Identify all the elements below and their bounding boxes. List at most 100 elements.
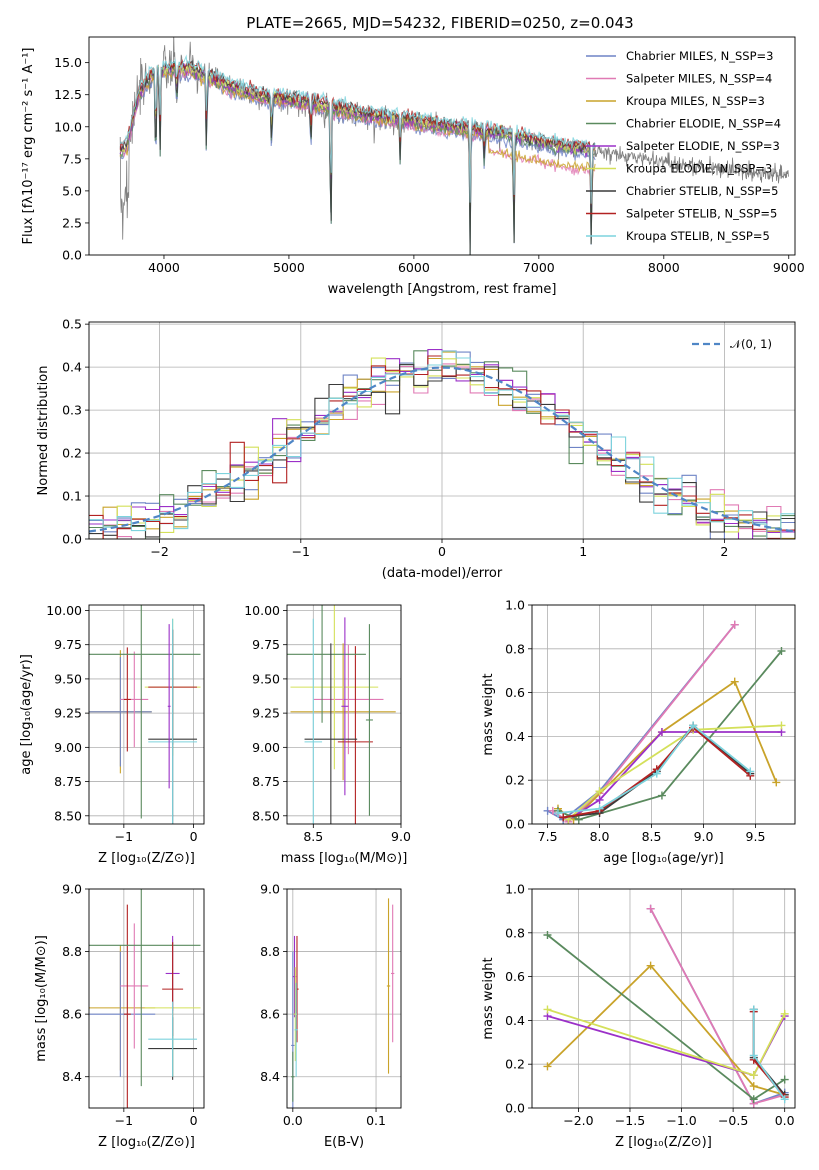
age-vs-mass-panel: 8.5 9.0 8.50 8.75 9.00 9.25 9.50 9.75 10.00 mass … <box>244 603 411 866</box>
mass-weight-marker <box>543 930 552 939</box>
y-tick-label: 5.0 <box>62 183 82 198</box>
mass-weight-marker <box>777 646 786 655</box>
mass-weight-line <box>557 650 783 821</box>
x-axis-label: (data-model)/error <box>382 566 503 581</box>
x-tick-label: 4000 <box>148 260 180 275</box>
weight-vs-age-panel: 7.5 8.0 8.5 9.0 9.5 0.0 0.2 0.4 0.6 0.8 1.0 age [lo… <box>481 598 796 866</box>
y-tick-label: 9.50 <box>252 671 280 686</box>
legend-entry: Salpeter MILES, N_SSP=4 <box>626 72 772 86</box>
x-tick-label: 9.5 <box>746 829 766 844</box>
mass-weight-marker <box>749 1095 758 1104</box>
y-tick-label: 8.6 <box>260 1007 280 1022</box>
y-tick-label: 10.00 <box>244 603 280 618</box>
axes-frame <box>88 321 796 540</box>
y-tick-label: 0.0 <box>62 532 82 547</box>
y-tick-label: 0.0 <box>505 817 525 832</box>
mass-vs-extinction-panel: 0.0 0.1 8.4 8.6 8.8 9.0 E(B-V) <box>260 882 402 1150</box>
y-tick-label: 0.4 <box>505 729 525 744</box>
x-tick-label: −2.0 <box>563 1113 593 1128</box>
y-axis-label: Flux [fλ10⁻¹⁷ erg cm⁻² s⁻¹ A⁻¹] <box>21 48 36 245</box>
x-axis-label: age [log₁₀(age/yr)] <box>603 851 724 866</box>
y-tick-label: 8.6 <box>62 1007 82 1022</box>
mass-weight-marker <box>657 728 666 737</box>
y-tick-label: 9.50 <box>54 671 82 686</box>
x-tick-label: −1 <box>115 829 133 844</box>
mass-weight-marker <box>749 1005 758 1014</box>
x-tick-label: 9.0 <box>694 829 714 844</box>
legend-entry: 𝒩(0, 1) <box>730 337 772 351</box>
plot-area <box>287 605 396 824</box>
x-tick-label: 8.0 <box>590 829 610 844</box>
legend-entry: Chabrier ELODIE, N_SSP=4 <box>626 117 781 131</box>
spectrum-legend: Chabrier MILES, N_SSP=3 Salpeter MILES, N… <box>586 49 781 243</box>
x-tick-label: −1.5 <box>615 1113 645 1128</box>
mass-weight-marker <box>652 769 661 778</box>
legend-entry: Salpeter STELIB, N_SSP=5 <box>626 207 777 221</box>
mass-weight-marker <box>772 778 781 787</box>
x-tick-label: 0 <box>438 544 446 559</box>
mass-weight-marker <box>574 815 583 824</box>
y-tick-label: 0.4 <box>62 360 82 375</box>
weight-vs-metallicity-panel: −2.0 −1.5 −1.0 −0.5 0.0 0.0 0.2 0.4 0.6 0.8 1.0 Z [… <box>481 882 796 1150</box>
y-tick-label: 0.8 <box>505 925 525 940</box>
y-axis-label: mass weight <box>481 957 496 1039</box>
mass-weight-marker <box>749 1051 758 1060</box>
y-tick-label: 0.2 <box>505 773 525 788</box>
y-tick-label: 9.25 <box>54 706 82 721</box>
y-tick-label: 8.50 <box>54 808 82 823</box>
y-tick-label: 0.8 <box>505 641 525 656</box>
figure-title: PLATE=2665, MJD=54232, FIBERID=0250, z=0… <box>246 14 633 32</box>
mass-weight-line <box>552 624 736 823</box>
mass-weight-marker <box>657 791 666 800</box>
x-axis-label: Z [log₁₀(Z/Z⊙)] <box>98 1135 195 1150</box>
x-tick-label: 7.5 <box>538 829 558 844</box>
mass-weight-line <box>567 724 782 821</box>
y-tick-label: 0.6 <box>505 969 525 984</box>
mass-weight-marker <box>646 904 655 913</box>
axes-frame <box>531 888 796 1109</box>
plot-area <box>543 620 786 824</box>
x-tick-label: 0 <box>190 829 198 844</box>
y-tick-label: 9.00 <box>54 740 82 755</box>
mass-weight-marker <box>689 721 698 730</box>
axes-frame <box>286 888 402 1109</box>
y-tick-label: 0.3 <box>62 403 82 418</box>
y-axis-label: age [log₁₀(age/yr)] <box>19 654 34 775</box>
y-tick-label: 12.5 <box>54 87 82 102</box>
x-axis-label: Z [log₁₀(Z/Z⊙)] <box>615 1135 712 1150</box>
x-tick-label: 6000 <box>398 260 430 275</box>
legend-entry: Kroupa ELODIE, N_SSP=3 <box>626 162 772 176</box>
y-tick-label: 0.2 <box>505 1057 525 1072</box>
x-tick-label: 1 <box>579 544 587 559</box>
y-tick-label: 9.0 <box>62 882 82 897</box>
y-tick-label: 10.00 <box>46 603 82 618</box>
model-spectrum <box>119 59 596 205</box>
mass-weight-marker <box>646 961 655 970</box>
y-tick-label: 0.0 <box>62 248 82 263</box>
legend-entry: Chabrier STELIB, N_SSP=5 <box>626 184 778 198</box>
legend-entry: Salpeter ELODIE, N_SSP=3 <box>626 139 780 153</box>
y-tick-label: 8.75 <box>54 774 82 789</box>
mass-weight-marker <box>595 795 604 804</box>
y-tick-label: 8.8 <box>62 944 82 959</box>
x-axis-label: mass [log₁₀(M/M⊙)] <box>281 851 408 866</box>
model-spectrum <box>119 54 596 204</box>
y-tick-label: 9.0 <box>260 882 280 897</box>
y-tick-label: 2.5 <box>62 215 82 230</box>
y-tick-label: 8.8 <box>260 944 280 959</box>
plot-area <box>119 37 789 255</box>
y-tick-label: 1.0 <box>505 882 525 897</box>
x-axis-label: Z [log₁₀(Z/Z⊙)] <box>98 851 195 866</box>
axes-frame <box>88 604 205 825</box>
y-tick-label: 0.1 <box>62 489 82 504</box>
x-axis-label: wavelength [Angstrom, rest frame] <box>328 282 557 297</box>
x-tick-label: −2 <box>150 544 168 559</box>
y-tick-label: 0.2 <box>62 446 82 461</box>
mass-vs-metallicity-panel: −1 0 8.4 8.6 8.8 9.0 Z [log₁₀(Z/Z⊙)] mass [log₁… <box>34 882 205 1150</box>
y-axis-label: mass [log₁₀(M/M⊙)] <box>34 935 49 1062</box>
plot-area <box>89 605 201 824</box>
y-tick-label: 8.50 <box>252 808 280 823</box>
mass-weight-marker <box>746 767 755 776</box>
mass-weight-marker <box>730 677 739 686</box>
axes-frame <box>531 604 796 825</box>
